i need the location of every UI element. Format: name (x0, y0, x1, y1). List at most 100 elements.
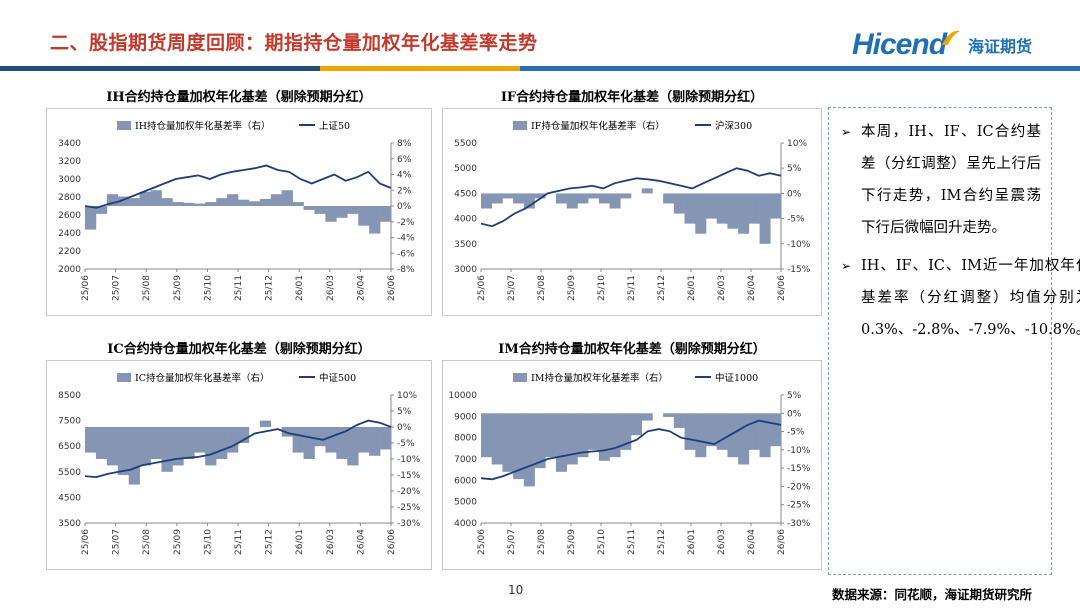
chart-legend: IH持仓量加权年化基差率（右） 上证50 (117, 120, 350, 132)
basis-bar (314, 206, 326, 214)
chart-legend: IC持仓量加权年化基差率（右） 中证500 (117, 372, 356, 384)
basis-bar (523, 193, 535, 209)
basis-bar (292, 427, 304, 453)
basis-bar (95, 427, 108, 459)
basis-bar (117, 427, 130, 475)
x-tick-label: 26/06 (387, 529, 397, 555)
legend-label: IF持仓量加权年化基差率（右） (531, 120, 665, 132)
x-tick-label: 26/04 (747, 529, 757, 555)
basis-bar (183, 202, 195, 206)
basis-bar (556, 193, 568, 204)
basis-bar (588, 413, 600, 450)
basis-bar (314, 427, 326, 447)
basis-bar (641, 188, 653, 194)
basis-bar (609, 413, 621, 458)
y-tick-label-right: -10% (787, 446, 811, 456)
basis-bar (259, 198, 272, 206)
basis-bar (106, 427, 119, 466)
chart-panel-ih: IH合约持仓量加权年化基差（剔除预期分红） IH持仓量加权年化基差率（右） 上证5… (46, 86, 432, 316)
chart-panel-if: IF合约持仓量加权年化基差（剔除预期分红） IF持仓量加权年化基差率（右） 沪深3… (442, 86, 822, 316)
basis-bar (770, 413, 782, 447)
basis-bar (673, 193, 685, 214)
basis-bar (150, 427, 162, 459)
x-tick-label: 25/11 (234, 275, 244, 301)
x-tick-label: 25/07 (112, 275, 122, 301)
y-tick-label-left: 4500 (454, 189, 477, 199)
basis-bar (684, 193, 696, 224)
basis-bar (227, 194, 239, 206)
summary-text: 本周，IH、IF、IC合约基差（分红调整）呈先上行后下行走势，IM合约呈震荡下行… (861, 124, 1041, 236)
x-tick-label: 25/11 (627, 529, 637, 555)
basis-bar (684, 413, 696, 450)
basis-bar (748, 193, 760, 224)
basis-bar (325, 206, 337, 222)
x-tick-label: 25/07 (507, 275, 517, 301)
basis-bar (183, 427, 195, 459)
y-tick-label-left: 3200 (58, 157, 81, 167)
y-tick-label-right: -15% (787, 464, 811, 474)
basis-bar (631, 413, 643, 436)
basis-bar (128, 427, 140, 485)
y-tick-label-right: -10% (787, 240, 811, 250)
x-tick-label: 25/08 (537, 275, 547, 301)
basis-bar (161, 198, 173, 206)
basis-bar (566, 193, 578, 209)
basis-bar (727, 413, 739, 458)
summary-bullet: ➢ 本周，IH、IF、IC合约基差（分红调整）呈先上行后下行走势，IM合约呈震荡… (841, 116, 1041, 244)
y-tick-label-right: 5% (397, 407, 412, 417)
y-tick-label-right: 10% (397, 391, 417, 401)
basis-bar (248, 201, 261, 206)
basis-bar (748, 413, 760, 450)
y-tick-label-left: 4000 (454, 519, 477, 529)
slide-title: 二、股指期货周度回顾：期指持仓量加权年化基差率走势 (50, 32, 538, 54)
basis-bar (566, 413, 578, 465)
y-tick-label-right: -30% (397, 519, 421, 529)
y-tick-label-right: -20% (787, 482, 811, 492)
basis-bar (620, 193, 632, 199)
basis-bar (716, 193, 728, 224)
legend-label: IH持仓量加权年化基差率（右） (135, 120, 271, 132)
basis-bar (292, 202, 304, 206)
y-tick-label-left: 4500 (58, 493, 81, 503)
basis-bar (358, 427, 370, 453)
basis-bar (695, 193, 707, 234)
basis-bar (303, 427, 315, 459)
x-tick-label: 25/11 (234, 529, 244, 555)
basis-bar (172, 202, 184, 206)
y-tick-label-right: -2% (397, 218, 415, 228)
basis-bar (227, 427, 239, 453)
basis-bar (545, 413, 557, 458)
chart-title: IM合约持仓量加权年化基差（剔除预期分红） (498, 342, 766, 357)
x-tick-label: 26/01 (295, 275, 305, 301)
y-tick-label-right: 0% (787, 189, 802, 199)
x-tick-label: 25/12 (265, 529, 275, 555)
basis-bar (369, 427, 381, 456)
y-tick-label-right: -25% (787, 501, 811, 511)
legend-label: 中证1000 (715, 372, 758, 384)
summary-bullet: ➢ IH、IF、IC、IM近一年加权年化基差率（分红调整）均值分别为 0.3%、… (841, 250, 1080, 346)
index-line (84, 419, 392, 479)
basis-bar (106, 194, 119, 206)
chart-box: IC持仓量加权年化基差率（右） 中证500 8500 7500 6500 5500 4500… (46, 360, 432, 570)
x-tick-label: 25/07 (507, 529, 517, 555)
basis-bar (513, 193, 525, 204)
basis-bar (85, 427, 97, 453)
y-tick-label-left: 2800 (58, 193, 81, 203)
x-tick-label: 26/03 (717, 275, 727, 301)
y-tick-label-right: 4% (397, 171, 412, 181)
basis-bar (577, 193, 589, 204)
basis-bar (588, 193, 600, 199)
y-tick-label-right: 5% (787, 391, 802, 401)
y-tick-label-left: 10000 (448, 391, 477, 401)
basis-bar (513, 413, 525, 480)
y-tick-label-right: 8% (397, 139, 412, 149)
y-tick-label-right: -30% (787, 519, 811, 529)
basis-bar (128, 198, 140, 206)
y-tick-label-left: 7000 (454, 455, 477, 465)
basis-bar (706, 193, 718, 219)
basis-bar (663, 413, 675, 417)
x-tick-label: 25/06 (81, 275, 91, 301)
x-tick-label: 26/03 (326, 275, 336, 301)
y-tick-label-right: -8% (397, 265, 415, 275)
basis-bar (238, 427, 250, 443)
